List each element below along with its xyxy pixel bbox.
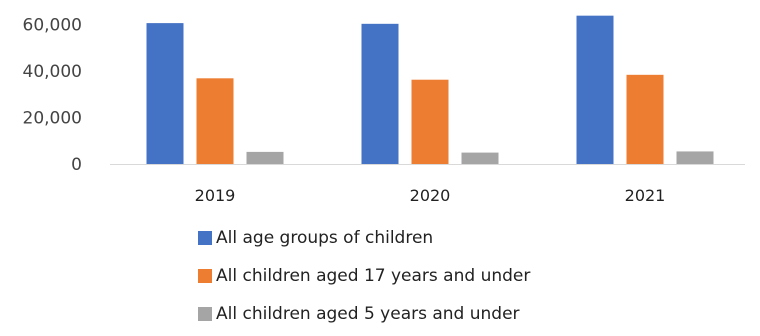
- bar-2021-series-2: [626, 74, 664, 164]
- y-tick-label: 60,000: [23, 15, 82, 35]
- x-tick-label: 2021: [625, 186, 666, 205]
- y-tick-label: 20,000: [23, 108, 82, 128]
- x-axis-labels: 2019 2020 2021: [195, 186, 666, 205]
- legend-item-aged-5-and-under: All children aged 5 years and under: [198, 298, 530, 329]
- bar-2021-series-1: [576, 15, 614, 165]
- bar-2020-series-2: [411, 79, 449, 164]
- y-tick-label: 0: [71, 155, 82, 175]
- legend-label: All age groups of children: [216, 227, 434, 248]
- bar-2019-series-3: [246, 151, 284, 164]
- y-tick-label: 40,000: [23, 62, 82, 82]
- bars: [146, 15, 714, 165]
- legend-swatch: [198, 306, 212, 321]
- legend-item-aged-17-and-under: All children aged 17 years and under: [198, 260, 530, 291]
- x-tick-label: 2019: [195, 186, 236, 205]
- x-tick-label: 2020: [410, 186, 451, 205]
- legend-label: All children aged 17 years and under: [216, 265, 531, 286]
- bar-2019-series-1: [146, 23, 184, 164]
- bar-2020-series-1: [361, 23, 399, 164]
- y-axis-ticks: 0 20,000 40,000 60,000: [23, 15, 82, 175]
- legend-swatch: [198, 230, 212, 245]
- bar-2019-series-2: [196, 78, 234, 164]
- legend-item-all-age-groups: All age groups of children: [198, 222, 530, 253]
- legend-swatch: [198, 268, 212, 283]
- legend: All age groups of children All children …: [198, 222, 530, 336]
- legend-label: All children aged 5 years and under: [216, 303, 520, 324]
- bar-2021-series-3: [676, 151, 714, 164]
- bar-2020-series-3: [461, 152, 499, 164]
